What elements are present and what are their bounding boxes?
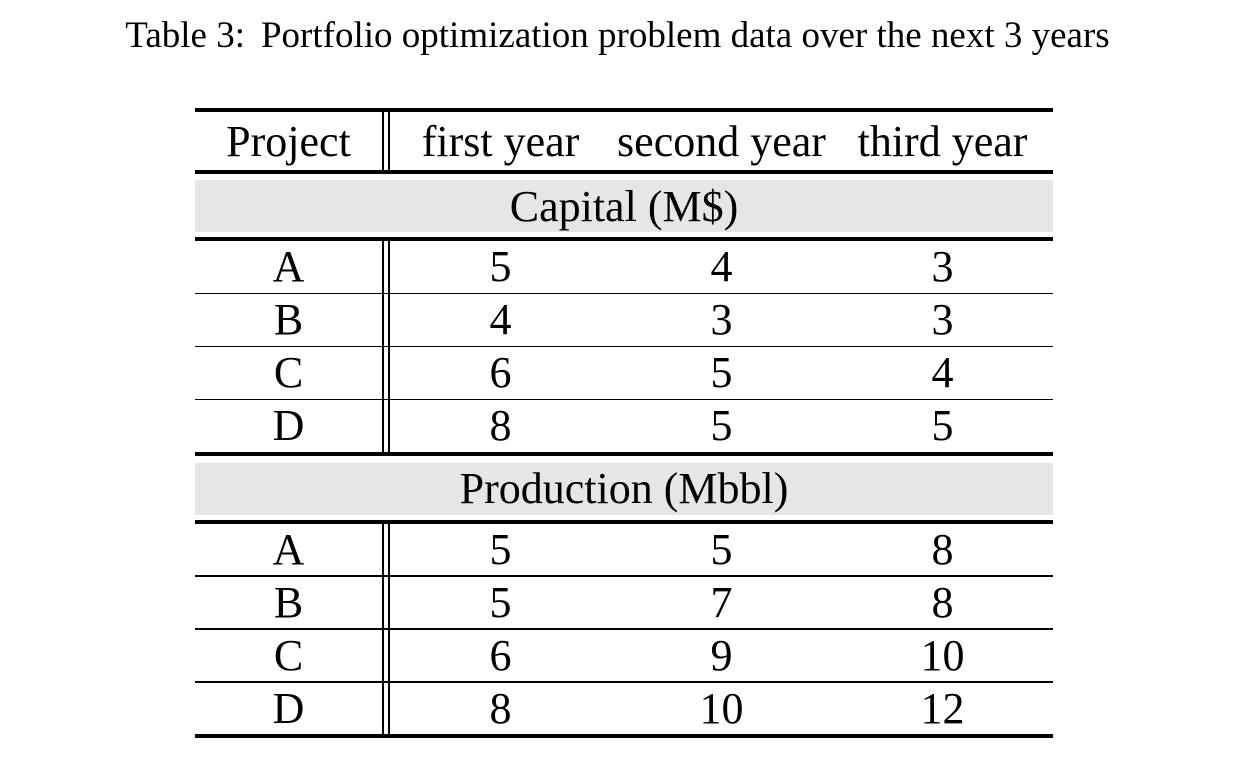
rule-below-capital-rows <box>195 451 1053 456</box>
row-separator <box>195 681 1053 683</box>
row-separator <box>195 398 1053 400</box>
table-row-production-b: B 5 7 8 <box>195 576 1053 628</box>
value-cell: 3 <box>710 295 733 345</box>
double-vertical-rule <box>382 347 390 399</box>
row-separator <box>195 575 1053 577</box>
value-cell: 5 <box>489 524 512 574</box>
project-cell: C <box>273 630 304 680</box>
double-vertical-rule <box>382 682 390 734</box>
value-cell: 5 <box>710 524 733 574</box>
header-second-year: second year <box>617 116 826 166</box>
table-row-capital-b: B 4 3 3 <box>195 294 1053 346</box>
table-row-production-a: A 5 5 8 <box>195 523 1053 575</box>
table-row-production-c: C 6 9 10 <box>195 629 1053 681</box>
project-cell: B <box>273 295 304 345</box>
project-cell: A <box>272 242 305 292</box>
value-cell: 8 <box>489 401 512 451</box>
value-cell: 5 <box>489 242 512 292</box>
table-row-production-d: D 8 10 12 <box>195 682 1053 734</box>
value-cell: 12 <box>920 683 965 733</box>
value-cell: 6 <box>489 630 512 680</box>
value-cell: 5 <box>931 401 954 451</box>
value-cell: 5 <box>710 348 733 398</box>
data-table: Project first year second year third yea… <box>195 108 1053 738</box>
header-project: Project <box>226 116 351 166</box>
value-cell: 4 <box>489 295 512 345</box>
value-cell: 4 <box>710 242 733 292</box>
double-vertical-rule <box>382 629 390 681</box>
header-row: Project first year second year third yea… <box>195 112 1053 170</box>
project-cell: A <box>272 524 305 574</box>
double-vertical-rule <box>382 294 390 346</box>
row-separator <box>195 345 1053 347</box>
table-row-capital-d: D 8 5 5 <box>195 400 1053 452</box>
value-cell: 5 <box>710 401 733 451</box>
table-caption: Table 3: Portfolio optimization problem d… <box>0 13 1235 59</box>
value-cell: 10 <box>920 630 965 680</box>
header-first-year: first year <box>421 116 580 166</box>
rule-below-capital-band <box>195 237 1053 241</box>
section-band-capital: Capital (M$) <box>195 180 1053 232</box>
table-row-capital-c: C 6 5 4 <box>195 347 1053 399</box>
double-vertical-rule <box>382 400 390 452</box>
spacer <box>195 456 1053 463</box>
value-cell: 8 <box>931 577 954 627</box>
project-cell: D <box>272 401 305 451</box>
caption-text: Portfolio optimization problem data over… <box>260 15 1110 56</box>
rule-below-header <box>195 170 1053 174</box>
row-separator <box>195 628 1053 630</box>
section-title: Capital (M$) <box>509 181 739 231</box>
header-third-year: third year <box>857 116 1028 166</box>
caption-label: Table 3: <box>125 15 245 56</box>
section-title: Production (Mbbl) <box>459 464 789 513</box>
value-cell: 9 <box>710 630 733 680</box>
table-row-capital-a: A 5 4 3 <box>195 241 1053 293</box>
value-cell: 5 <box>489 577 512 627</box>
double-vertical-rule <box>382 241 390 293</box>
project-cell: B <box>273 577 304 627</box>
value-cell: 4 <box>931 348 954 398</box>
value-cell: 3 <box>931 295 954 345</box>
section-band-production: Production (Mbbl) <box>195 462 1053 515</box>
rule-top <box>195 108 1053 112</box>
project-cell: C <box>273 348 304 398</box>
value-cell: 3 <box>931 242 954 292</box>
row-separator <box>195 292 1053 294</box>
double-vertical-rule <box>382 112 390 170</box>
rule-below-production-band <box>195 519 1053 524</box>
value-cell: 7 <box>710 577 733 627</box>
value-cell: 6 <box>489 348 512 398</box>
project-cell: D <box>272 683 305 733</box>
value-cell: 8 <box>931 524 954 574</box>
double-vertical-rule <box>382 523 390 575</box>
double-vertical-rule <box>382 576 390 628</box>
rule-bottom <box>195 734 1053 738</box>
value-cell: 8 <box>489 683 512 733</box>
value-cell: 10 <box>699 683 744 733</box>
